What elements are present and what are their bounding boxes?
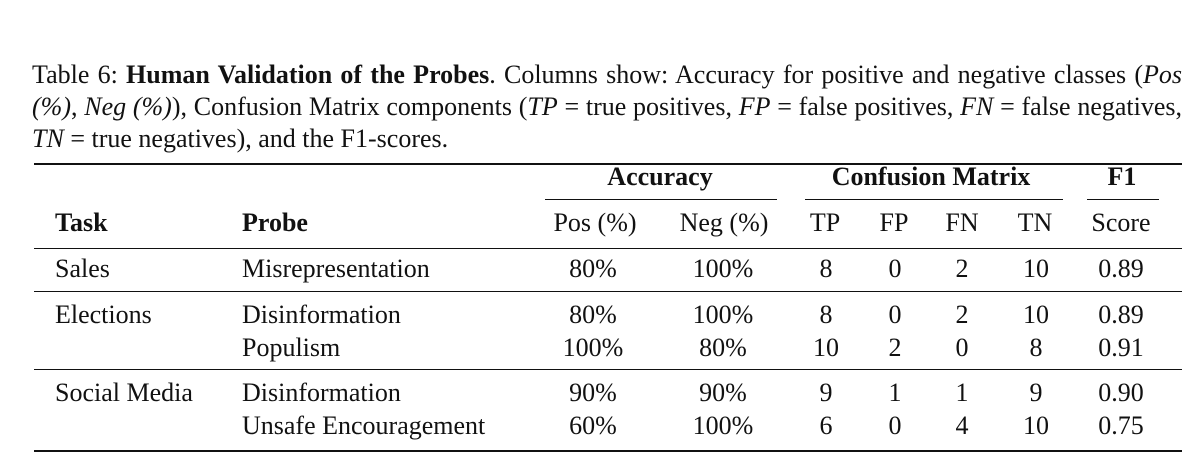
column-header-fn: FN [945,208,979,237]
table-row-probe: Disinformation [242,378,401,407]
table-row-tp: 10 [813,333,839,362]
table-row-tn: 10 [1023,411,1049,440]
table-row-tn: 10 [1023,254,1049,283]
table-row-fn: 0 [955,333,969,362]
table-row-fn: 4 [955,411,969,440]
f1-group-rule [1087,199,1159,200]
table-row-fp: 2 [888,333,902,362]
column-header-neg: Neg (%) [679,208,769,237]
column-header-tp: TP [809,208,841,237]
confusion-group-rule [805,199,1063,200]
table-row-fp: 0 [888,254,902,283]
table-row-score: 0.89 [1098,254,1144,283]
table-row-fp: 0 [888,411,902,440]
table-row-pos: 80% [569,254,617,283]
caption-fn-term: FN [960,92,994,121]
caption-text: ), Confusion Matrix components ( [171,92,528,121]
table-row-fp: 0 [888,300,902,329]
table-row-neg: 80% [699,333,747,362]
caption-tn-term: TN [32,124,64,153]
table-row-pos: 60% [569,411,617,440]
table-row-tp: 9 [819,378,833,407]
table-row-score: 0.90 [1098,378,1144,407]
table-row-score: 0.89 [1098,300,1144,329]
table-row-tp: 8 [819,300,833,329]
caption-pos-term: Pos (%) [32,60,1183,121]
caption-tp-term: TP [527,92,558,121]
caption-label: Table 6: [32,60,118,89]
caption-text: = true positives, [557,92,739,121]
column-header-pos: Pos (%) [553,208,637,237]
column-header-task: Task [55,208,108,237]
table-row-tn: 8 [1029,333,1043,362]
table-row-fp: 1 [888,378,902,407]
caption-neg-term: Neg (%) [84,92,172,121]
table-row-probe: Misrepresentation [242,254,430,283]
table-row-neg: 100% [692,300,754,329]
caption-text: , [70,92,85,121]
table-row-score: 0.91 [1098,333,1144,362]
column-header-score: Score [1091,208,1151,237]
table-top-rule [34,163,1182,165]
accuracy-group-rule [545,199,777,200]
table-row-probe: Populism [242,333,341,362]
table-row-fn: 1 [955,378,969,407]
caption-text: = true negatives), and the F1-scores. [63,124,449,153]
table-row-tn: 10 [1023,300,1049,329]
caption-text: . Columns show: Accuracy for positive an… [489,60,1144,89]
group-header-confusion-matrix: Confusion Matrix [831,162,1031,191]
caption-text: = false negatives, [993,92,1183,121]
table-row-probe: Disinformation [242,300,401,329]
table-group-separator [34,291,1182,292]
table-row-neg: 100% [692,411,754,440]
table-row-pos: 90% [569,378,617,407]
table-row-fn: 2 [955,300,969,329]
table-row-score: 0.75 [1098,411,1144,440]
group-header-accuracy: Accuracy [607,162,713,191]
table-row-tn: 9 [1029,378,1043,407]
table-bottom-rule [34,450,1182,452]
table-row-task: Social Media [55,378,193,407]
group-header-f1: F1 [1107,162,1137,191]
caption-text: = false positives, [770,92,961,121]
column-header-tn: TN [1017,208,1053,237]
table-row-tp: 6 [819,411,833,440]
table-row-task: Elections [55,300,152,329]
column-header-fp: FP [879,208,909,237]
table-row-task: Sales [55,254,110,283]
table-caption: Table 6: Human Validation of the Probes.… [32,59,1182,155]
column-header-probe: Probe [242,208,308,237]
table-row-pos: 100% [562,333,624,362]
table-row-tp: 8 [819,254,833,283]
table-row-pos: 80% [569,300,617,329]
table-row-probe: Unsafe Encouragement [242,411,486,440]
table-header-rule [34,248,1182,249]
caption-title: Human Validation of the Probes [126,60,490,89]
table-row-neg: 100% [692,254,754,283]
table-row-fn: 2 [955,254,969,283]
table-row-neg: 90% [699,378,747,407]
caption-fp-term: FP [738,92,771,121]
table-group-separator [34,369,1182,370]
